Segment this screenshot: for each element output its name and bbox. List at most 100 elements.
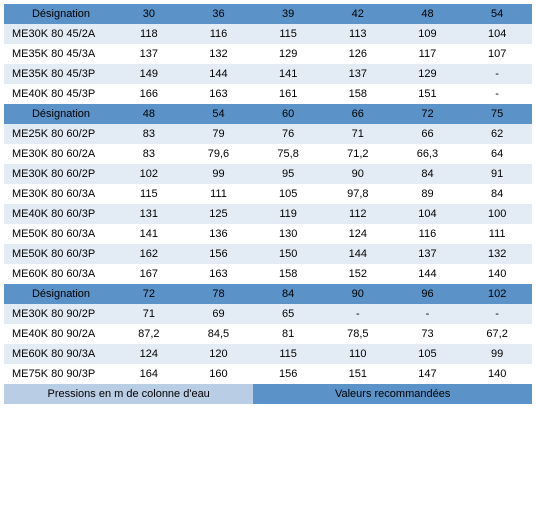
table-row: ME60K 80 60/3A167163158152144140 <box>4 264 532 284</box>
row-designation: ME40K 80 60/3P <box>4 204 114 224</box>
header-value: 78 <box>184 284 254 304</box>
row-value: 166 <box>114 84 184 104</box>
section-header: Désignation485460667275 <box>4 104 532 124</box>
row-value: 109 <box>393 24 463 44</box>
header-designation: Désignation <box>4 104 114 124</box>
table-row: ME30K 80 45/2A118116115113109104 <box>4 24 532 44</box>
row-value: 140 <box>462 364 532 384</box>
row-value: 71 <box>323 124 393 144</box>
row-value: 158 <box>323 84 393 104</box>
header-designation: Désignation <box>4 284 114 304</box>
row-value: 144 <box>393 264 463 284</box>
row-value: 99 <box>462 344 532 364</box>
row-value: - <box>462 304 532 324</box>
row-value: 112 <box>323 204 393 224</box>
row-value: 99 <box>184 164 254 184</box>
header-value: 54 <box>184 104 254 124</box>
row-value: 151 <box>393 84 463 104</box>
header-value: 90 <box>323 284 393 304</box>
row-value: 164 <box>114 364 184 384</box>
table-row: ME50K 80 60/3P162156150144137132 <box>4 244 532 264</box>
row-value: 141 <box>114 224 184 244</box>
row-designation: ME40K 80 45/3P <box>4 84 114 104</box>
row-value: 102 <box>114 164 184 184</box>
header-value: 75 <box>462 104 532 124</box>
header-value: 72 <box>393 104 463 124</box>
header-designation: Désignation <box>4 4 114 24</box>
row-designation: ME30K 80 60/3A <box>4 184 114 204</box>
row-designation: ME50K 80 60/3A <box>4 224 114 244</box>
row-value: 163 <box>184 264 254 284</box>
header-value: 66 <box>323 104 393 124</box>
row-value: 132 <box>462 244 532 264</box>
table-row: ME35K 80 45/3A137132129126117107 <box>4 44 532 64</box>
row-value: 113 <box>323 24 393 44</box>
header-value: 60 <box>253 104 323 124</box>
row-value: 110 <box>323 344 393 364</box>
header-value: 42 <box>323 4 393 24</box>
row-value: 125 <box>184 204 254 224</box>
row-value: 150 <box>253 244 323 264</box>
row-value: 105 <box>393 344 463 364</box>
row-value: 144 <box>323 244 393 264</box>
row-value: 160 <box>184 364 254 384</box>
row-value: 136 <box>184 224 254 244</box>
row-value: 75,8 <box>253 144 323 164</box>
row-value: 62 <box>462 124 532 144</box>
table-row: ME75K 80 90/3P164160156151147140 <box>4 364 532 384</box>
row-value: 71,2 <box>323 144 393 164</box>
row-value: 161 <box>253 84 323 104</box>
row-value: 167 <box>114 264 184 284</box>
row-value: 78,5 <box>323 324 393 344</box>
row-value: 91 <box>462 164 532 184</box>
row-value: 65 <box>253 304 323 324</box>
row-value: 73 <box>393 324 463 344</box>
row-value: 107 <box>462 44 532 64</box>
section-header: Désignation303639424854 <box>4 4 532 24</box>
section-header: Désignation7278849096102 <box>4 284 532 304</box>
row-value: 124 <box>323 224 393 244</box>
row-value: - <box>323 304 393 324</box>
row-value: 156 <box>253 364 323 384</box>
row-value: 151 <box>323 364 393 384</box>
table-row: ME40K 80 90/2A87,284,58178,57367,2 <box>4 324 532 344</box>
row-value: 66 <box>393 124 463 144</box>
row-value: 64 <box>462 144 532 164</box>
row-value: - <box>462 64 532 84</box>
footer-pressure-label: Pressions en m de colonne d'eau <box>4 384 253 404</box>
row-value: 115 <box>253 24 323 44</box>
row-designation: ME60K 80 90/3A <box>4 344 114 364</box>
row-value: 116 <box>184 24 254 44</box>
row-value: 83 <box>114 144 184 164</box>
row-value: 117 <box>393 44 463 64</box>
row-value: 116 <box>393 224 463 244</box>
row-value: 84 <box>393 164 463 184</box>
row-value: 104 <box>393 204 463 224</box>
header-value: 30 <box>114 4 184 24</box>
row-designation: ME35K 80 45/3P <box>4 64 114 84</box>
row-value: 111 <box>462 224 532 244</box>
header-value: 48 <box>114 104 184 124</box>
table-row: ME40K 80 45/3P166163161158151- <box>4 84 532 104</box>
row-designation: ME60K 80 60/3A <box>4 264 114 284</box>
row-value: - <box>462 84 532 104</box>
row-value: 129 <box>393 64 463 84</box>
table-row: ME30K 80 60/2A8379,675,871,266,364 <box>4 144 532 164</box>
row-value: 90 <box>323 164 393 184</box>
row-value: 137 <box>323 64 393 84</box>
table-row: ME30K 80 60/2P1029995908491 <box>4 164 532 184</box>
row-designation: ME30K 80 45/2A <box>4 24 114 44</box>
row-value: 118 <box>114 24 184 44</box>
row-value: 158 <box>253 264 323 284</box>
row-designation: ME25K 80 60/2P <box>4 124 114 144</box>
table-row: ME30K 80 90/2P716965--- <box>4 304 532 324</box>
row-value: 149 <box>114 64 184 84</box>
row-value: 104 <box>462 24 532 44</box>
row-value: 81 <box>253 324 323 344</box>
row-value: 100 <box>462 204 532 224</box>
row-value: 132 <box>184 44 254 64</box>
row-value: 120 <box>184 344 254 364</box>
row-value: 87,2 <box>114 324 184 344</box>
row-value: 97,8 <box>323 184 393 204</box>
row-designation: ME35K 80 45/3A <box>4 44 114 64</box>
